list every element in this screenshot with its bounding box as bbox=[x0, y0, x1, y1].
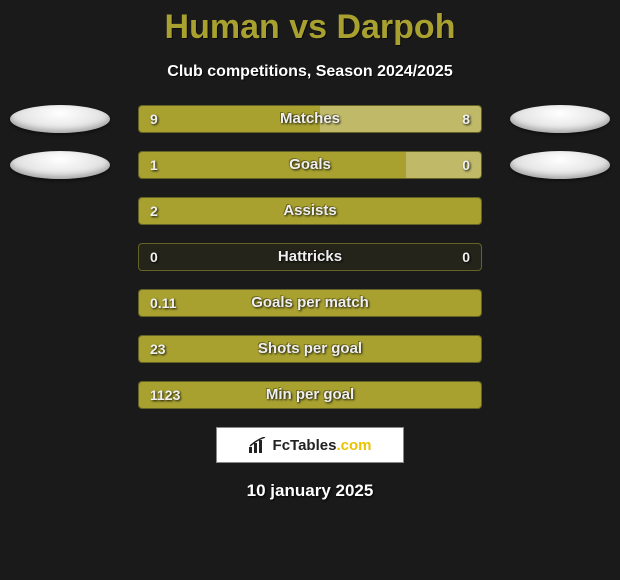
bar-track bbox=[138, 243, 482, 271]
stat-row: Goals10 bbox=[0, 151, 620, 179]
stat-row: Matches98 bbox=[0, 105, 620, 133]
brand-name: FcTables bbox=[273, 437, 337, 454]
bar-track bbox=[138, 151, 482, 179]
page-title: Human vs Darpoh bbox=[0, 0, 620, 47]
bar-left-fill bbox=[139, 290, 481, 316]
bar-track bbox=[138, 197, 482, 225]
stat-row: Min per goal1123 bbox=[0, 381, 620, 409]
player-badge-right bbox=[510, 151, 610, 179]
brand-suffix: .com bbox=[336, 437, 371, 454]
bar-track bbox=[138, 335, 482, 363]
stat-row: Goals per match0.11 bbox=[0, 289, 620, 317]
brand-logo: FcTables.com bbox=[216, 427, 404, 463]
bar-track bbox=[138, 381, 482, 409]
comparison-chart: Matches98 Goals10 Assists2 Hattricks00 Goals… bbox=[0, 105, 620, 409]
bar-left-fill bbox=[139, 336, 481, 362]
page-subtitle: Club competitions, Season 2024/2025 bbox=[0, 63, 620, 81]
bar-right-fill bbox=[320, 106, 481, 132]
player-badge-left bbox=[10, 105, 110, 133]
bar-track bbox=[138, 289, 482, 317]
chart-icon bbox=[249, 437, 267, 453]
bar-right-fill bbox=[406, 152, 481, 178]
stat-row: Assists2 bbox=[0, 197, 620, 225]
bar-left-fill bbox=[139, 198, 481, 224]
bar-left-fill bbox=[139, 106, 320, 132]
stat-row: Hattricks00 bbox=[0, 243, 620, 271]
stat-row: Shots per goal23 bbox=[0, 335, 620, 363]
player-badge-right bbox=[510, 105, 610, 133]
footer-date: 10 january 2025 bbox=[0, 481, 620, 501]
bar-left-fill bbox=[139, 382, 481, 408]
bar-left-fill bbox=[139, 152, 406, 178]
player-badge-left bbox=[10, 151, 110, 179]
bar-track bbox=[138, 105, 482, 133]
brand-text: FcTables.com bbox=[273, 437, 372, 454]
